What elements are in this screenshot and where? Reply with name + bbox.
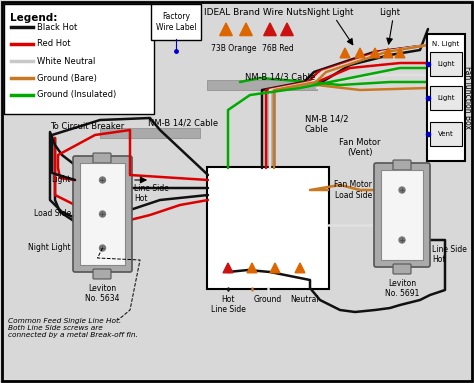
Text: Factory
Wire Label: Factory Wire Label: [156, 12, 196, 32]
Text: Common Feed Single Line Hot.
Both Line Side screws are
connected by a metal Brea: Common Feed Single Line Hot. Both Line S…: [8, 318, 138, 338]
FancyBboxPatch shape: [151, 4, 201, 40]
Text: Hot
Line Side: Hot Line Side: [210, 295, 246, 314]
Text: 76B Red: 76B Red: [262, 44, 294, 53]
FancyBboxPatch shape: [393, 160, 411, 170]
Circle shape: [100, 245, 106, 251]
Polygon shape: [370, 48, 380, 58]
FancyBboxPatch shape: [430, 52, 462, 76]
Text: N. Light: N. Light: [432, 41, 460, 47]
Text: Fan Motor
Load Side: Fan Motor Load Side: [334, 180, 372, 200]
Circle shape: [100, 177, 106, 183]
Polygon shape: [220, 23, 232, 36]
Text: Line Side
Hot: Line Side Hot: [432, 245, 467, 264]
Text: Ground (Insulated): Ground (Insulated): [37, 90, 116, 100]
Text: Light: Light: [437, 61, 455, 67]
Text: Leviton
No. 5691: Leviton No. 5691: [385, 279, 419, 298]
Text: Ground: Ground: [254, 295, 282, 304]
Text: NM-B 14/2
Cable: NM-B 14/2 Cable: [305, 115, 348, 134]
Text: Legend:: Legend:: [10, 13, 57, 23]
Polygon shape: [383, 48, 393, 58]
FancyBboxPatch shape: [207, 167, 329, 289]
FancyBboxPatch shape: [207, 80, 317, 90]
FancyBboxPatch shape: [427, 34, 465, 161]
Polygon shape: [223, 263, 233, 273]
Polygon shape: [270, 263, 280, 273]
FancyBboxPatch shape: [93, 153, 111, 163]
FancyBboxPatch shape: [4, 4, 154, 114]
FancyBboxPatch shape: [80, 163, 125, 265]
Text: Fan Motor
(Vent): Fan Motor (Vent): [339, 138, 381, 157]
Circle shape: [100, 211, 106, 217]
FancyBboxPatch shape: [100, 128, 200, 138]
Text: Night Light: Night Light: [28, 244, 71, 252]
Text: NM-B 14/2 Cable: NM-B 14/2 Cable: [148, 118, 218, 127]
Text: To Circuit Breaker: To Circuit Breaker: [50, 122, 124, 131]
FancyBboxPatch shape: [265, 90, 275, 170]
Text: 73B Orange: 73B Orange: [211, 44, 257, 53]
Polygon shape: [355, 48, 365, 58]
Polygon shape: [395, 48, 405, 58]
Circle shape: [399, 187, 405, 193]
Circle shape: [399, 237, 405, 243]
Text: Load Side: Load Side: [34, 210, 71, 218]
Polygon shape: [295, 263, 305, 273]
FancyBboxPatch shape: [374, 163, 430, 267]
Text: Ground (Bare): Ground (Bare): [37, 74, 97, 82]
Text: Black Hot: Black Hot: [37, 23, 77, 31]
Text: NM-B 14/3 Cable: NM-B 14/3 Cable: [245, 72, 315, 81]
Polygon shape: [247, 263, 257, 273]
Text: Light: Light: [380, 8, 401, 17]
Polygon shape: [240, 23, 252, 36]
Text: Red Hot: Red Hot: [37, 39, 71, 49]
FancyBboxPatch shape: [93, 269, 111, 279]
Polygon shape: [340, 48, 350, 58]
Text: Vent: Vent: [438, 131, 454, 137]
Text: Fan Junction Box: Fan Junction Box: [463, 66, 472, 129]
Text: Night Light: Night Light: [307, 8, 353, 17]
Polygon shape: [264, 23, 276, 36]
FancyBboxPatch shape: [393, 264, 411, 274]
Text: Light: Light: [437, 95, 455, 101]
FancyBboxPatch shape: [430, 86, 462, 110]
Text: Light: Light: [52, 175, 71, 185]
Text: IDEAL Brand Wire Nuts: IDEAL Brand Wire Nuts: [203, 8, 306, 17]
FancyBboxPatch shape: [73, 156, 132, 272]
Text: Leviton
No. 5634: Leviton No. 5634: [85, 284, 120, 303]
FancyBboxPatch shape: [381, 170, 423, 260]
Polygon shape: [281, 23, 293, 36]
Text: Line Side
Hot: Line Side Hot: [134, 184, 169, 203]
Text: Neutral: Neutral: [291, 295, 319, 304]
Text: White Neutral: White Neutral: [37, 57, 95, 65]
FancyBboxPatch shape: [430, 122, 462, 146]
